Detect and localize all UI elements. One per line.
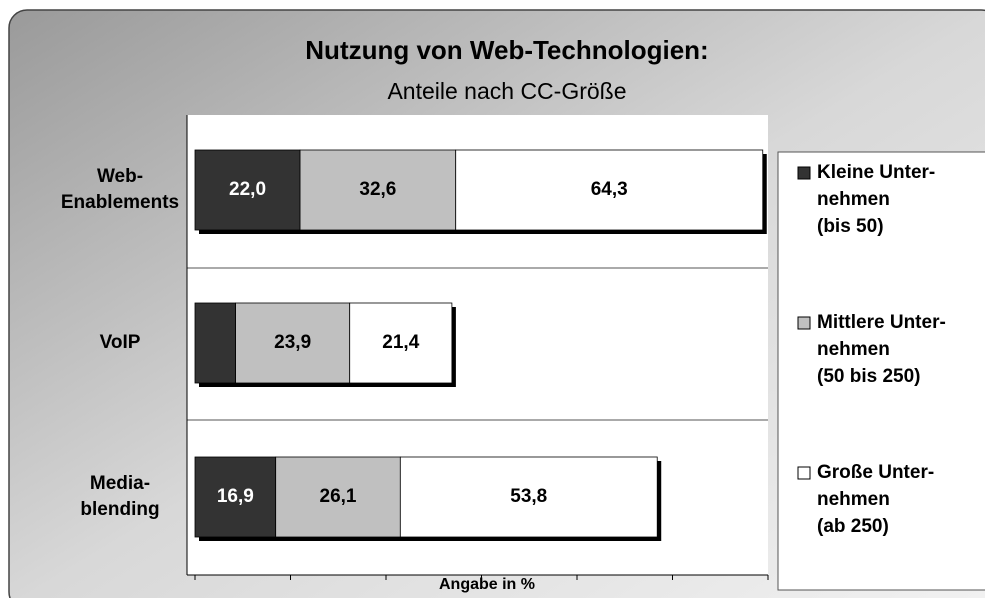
data-label: 21,4 (382, 332, 419, 353)
bar-segment (299, 149, 457, 231)
data-label: 53,8 (510, 486, 547, 507)
bar-segment (349, 302, 453, 384)
legend-swatch (797, 166, 811, 180)
chart-title: Nutzung von Web-Technologien: (305, 35, 708, 65)
data-label: 32,6 (359, 179, 396, 200)
data-label: 23,9 (274, 332, 311, 353)
x-axis-label: Angabe in % (439, 576, 535, 593)
legend (777, 151, 985, 591)
bar-segment (455, 149, 764, 231)
bar-segment (275, 456, 401, 538)
y-tick-label: Media-blending (80, 473, 159, 520)
y-tick-label: VoIP (100, 332, 141, 353)
chart-subtitle: Anteile nach CC-Größe (387, 78, 626, 104)
data-label: 22,0 (229, 179, 266, 200)
data-label: 26,1 (320, 486, 357, 507)
bar-segment (194, 149, 301, 231)
legend-swatch (797, 466, 811, 480)
bar-segment (399, 456, 658, 538)
bar-segment (194, 302, 236, 384)
data-label: 16,9 (217, 486, 254, 507)
legend-label: Mittlere Unter-nehmen (50 bis 250) (817, 312, 946, 387)
data-label: 64,3 (591, 179, 628, 200)
legend-label: Kleine Unter-nehmen (bis 50) (817, 162, 935, 237)
y-tick-label: Web-Enablements (61, 166, 179, 213)
legend-swatch (797, 316, 811, 330)
bar-segment (194, 456, 277, 538)
legend-label: Große Unter-nehmen (ab 250) (817, 462, 934, 537)
bar-segment (235, 302, 351, 384)
